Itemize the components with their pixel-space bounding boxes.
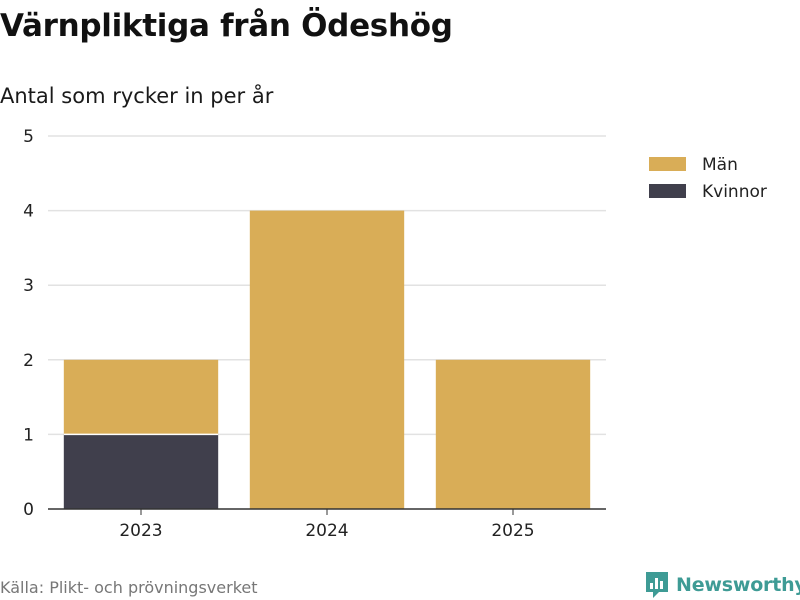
y-tick-label-2: 2 <box>23 351 34 371</box>
axes: 0 1 2 3 4 5 2023 2024 2025 <box>23 127 606 541</box>
legend-label-kvinnor[interactable]: Kvinnor <box>702 182 767 202</box>
bars <box>63 210 591 509</box>
brand-name: Newsworthy <box>676 574 800 596</box>
bar-2023-kvinnor[interactable] <box>63 434 219 509</box>
y-tick-label-4: 4 <box>23 202 34 222</box>
chart-title: Värnpliktiga från Ödeshög <box>0 8 453 44</box>
x-tick-label-2023: 2023 <box>119 521 162 541</box>
bar-2025-män[interactable] <box>435 359 591 509</box>
source-note: Källa: Plikt- och prövningsverket <box>0 578 258 597</box>
y-tick-label-3: 3 <box>23 276 34 296</box>
stacked-bar-chart: 0 1 2 3 4 5 2023 2024 2025 Män Kvinnor <box>23 127 767 541</box>
legend-swatch-kvinnor <box>649 184 686 198</box>
legend-swatch-män <box>649 157 686 171</box>
x-tick-label-2025: 2025 <box>491 521 534 541</box>
y-tick-label-0: 0 <box>23 500 34 520</box>
bar-2024-män[interactable] <box>249 210 405 509</box>
newsworthy-logo-icon <box>646 572 668 598</box>
legend[interactable]: Män Kvinnor <box>649 155 767 202</box>
chart-subtitle: Antal som rycker in per år <box>0 84 274 108</box>
brand-logo[interactable]: Newsworthy <box>644 570 800 600</box>
legend-label-män[interactable]: Män <box>702 155 738 175</box>
x-tick-label-2024: 2024 <box>305 521 348 541</box>
y-tick-label-5: 5 <box>23 127 34 147</box>
bar-2023-män[interactable] <box>63 359 219 435</box>
y-tick-label-1: 1 <box>23 425 34 445</box>
